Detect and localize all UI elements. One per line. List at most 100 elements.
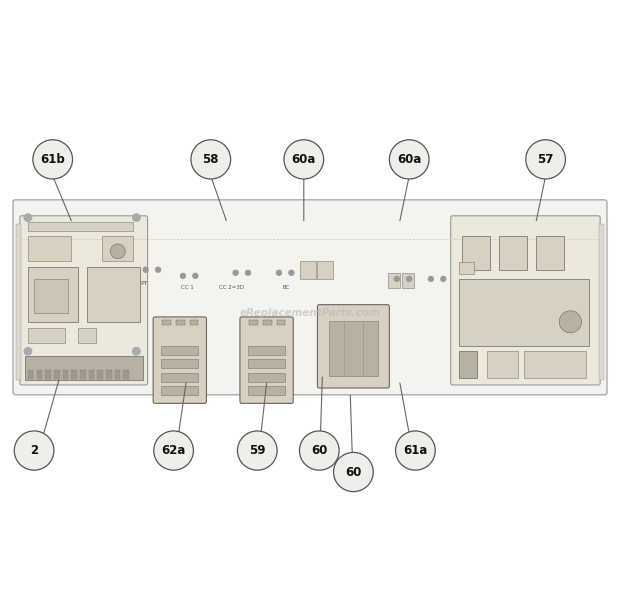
FancyBboxPatch shape [20,216,148,385]
Bar [106,370,112,379]
Circle shape [407,276,412,281]
Bar [459,351,477,378]
Circle shape [428,276,433,281]
Bar [263,320,272,325]
Bar [37,370,42,379]
Circle shape [394,276,399,281]
Bar [402,273,414,288]
Bar [459,262,474,274]
Bar [277,320,285,325]
Bar [28,267,78,322]
Bar [123,370,129,379]
Circle shape [14,431,54,470]
Text: 61a: 61a [403,444,428,457]
Bar [329,321,378,376]
Circle shape [559,311,582,333]
Circle shape [233,270,238,275]
Bar [16,224,21,380]
Bar [388,273,400,288]
Circle shape [334,452,373,492]
Bar [599,224,604,380]
Circle shape [156,267,161,272]
Text: 59: 59 [249,444,265,457]
Circle shape [24,348,32,355]
Bar [63,370,68,379]
Circle shape [191,140,231,179]
Circle shape [389,140,429,179]
Bar [97,370,103,379]
Circle shape [193,273,198,278]
Circle shape [24,214,32,221]
Bar [248,386,285,395]
Text: 60a: 60a [397,153,422,166]
Bar [161,373,198,382]
Circle shape [133,214,140,221]
Circle shape [526,140,565,179]
Bar [45,370,51,379]
Bar [459,279,589,346]
Bar [102,236,133,261]
Circle shape [33,140,73,179]
FancyBboxPatch shape [317,305,389,388]
Circle shape [284,140,324,179]
Text: eReplacementParts.com: eReplacementParts.com [239,308,381,318]
Bar [28,370,33,379]
Bar [34,279,68,313]
Bar [80,370,86,379]
Bar [162,320,171,325]
Bar [161,359,198,368]
Text: 58: 58 [203,153,219,166]
Bar [248,373,285,382]
Circle shape [246,270,250,275]
Bar [71,370,77,379]
Text: PT: PT [140,281,148,286]
Bar [161,386,198,395]
Bar [28,236,71,261]
Text: CC 1: CC 1 [181,285,194,291]
FancyBboxPatch shape [13,200,607,395]
Bar [248,346,285,355]
Circle shape [133,348,140,355]
Text: CC 2=3D: CC 2=3D [219,285,244,291]
Bar [248,359,285,368]
Circle shape [143,267,148,272]
Circle shape [237,431,277,470]
Text: 2: 2 [30,444,38,457]
Circle shape [396,431,435,470]
Circle shape [180,273,185,278]
Circle shape [110,244,125,259]
FancyBboxPatch shape [451,216,600,385]
Bar [536,236,564,270]
Text: 61b: 61b [40,153,65,166]
Text: 57: 57 [538,153,554,166]
Bar [115,370,120,379]
Circle shape [299,431,339,470]
Bar [499,236,527,270]
Bar [249,320,258,325]
FancyBboxPatch shape [240,317,293,403]
Text: 60a: 60a [291,153,316,166]
Bar [78,328,96,343]
Bar [89,370,94,379]
Bar [317,261,333,279]
Bar [25,356,143,380]
Circle shape [154,431,193,470]
Bar [524,351,586,378]
FancyBboxPatch shape [153,317,206,403]
Bar [87,267,140,322]
Bar [190,320,198,325]
Bar [54,370,60,379]
Bar [487,351,518,378]
Bar [28,328,65,343]
Circle shape [277,270,281,275]
Circle shape [441,276,446,281]
Text: 60: 60 [311,444,327,457]
Text: BC: BC [282,285,290,291]
Text: 60: 60 [345,465,361,479]
Bar [176,320,185,325]
Bar [161,346,198,355]
Bar [28,222,133,231]
Bar [462,236,490,270]
Text: 62a: 62a [161,444,186,457]
Bar [300,261,316,279]
